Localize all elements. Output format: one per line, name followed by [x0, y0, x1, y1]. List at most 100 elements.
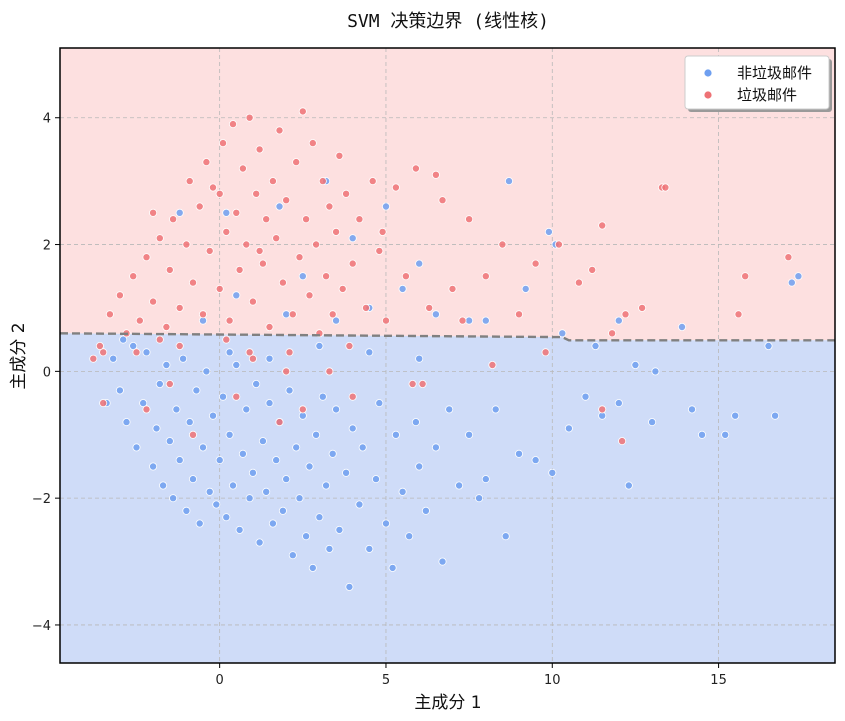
point-non-spam: [215, 456, 224, 465]
point-spam: [408, 379, 417, 388]
point-spam: [355, 215, 364, 224]
point-non-spam: [558, 329, 567, 338]
point-spam: [129, 272, 138, 281]
point-spam: [418, 379, 427, 388]
point-spam: [105, 310, 114, 319]
point-non-spam: [431, 310, 440, 319]
point-spam: [431, 170, 440, 179]
point-non-spam: [302, 532, 311, 541]
point-spam: [325, 367, 334, 376]
point-non-spam: [614, 316, 623, 325]
point-spam: [248, 297, 257, 306]
point-spam: [278, 278, 287, 287]
point-non-spam: [109, 354, 118, 363]
point-non-spam: [731, 411, 740, 420]
point-non-spam: [787, 278, 796, 287]
point-non-spam: [678, 322, 687, 331]
point-spam: [215, 284, 224, 293]
point-non-spam: [159, 481, 168, 490]
point-non-spam: [698, 430, 707, 439]
point-non-spam: [548, 468, 557, 477]
point-non-spam: [515, 449, 524, 458]
point-spam: [618, 437, 627, 446]
point-spam: [378, 227, 387, 236]
point-spam: [175, 303, 184, 312]
point-spam: [638, 303, 647, 312]
point-non-spam: [315, 513, 324, 522]
point-spam: [228, 120, 237, 129]
point-non-spam: [651, 367, 660, 376]
point-spam: [248, 354, 257, 363]
point-non-spam: [415, 259, 424, 268]
point-non-spam: [504, 177, 513, 186]
point-non-spam: [388, 563, 397, 572]
point-non-spam: [285, 386, 294, 395]
legend-label-non-spam: 非垃圾邮件: [737, 64, 812, 82]
point-non-spam: [225, 430, 234, 439]
point-spam: [375, 246, 384, 255]
point-non-spam: [182, 506, 191, 515]
point-non-spam: [255, 538, 264, 547]
point-spam: [232, 392, 241, 401]
point-non-spam: [591, 341, 600, 350]
plot-frame: [59, 47, 836, 664]
x-tick-label: 0: [216, 673, 224, 688]
point-non-spam: [298, 272, 307, 281]
point-non-spam: [248, 468, 257, 477]
point-spam: [348, 392, 357, 401]
point-non-spam: [265, 354, 274, 363]
point-spam: [232, 208, 241, 217]
point-non-spam: [149, 462, 158, 471]
point-spam: [175, 341, 184, 350]
point-non-spam: [531, 456, 540, 465]
point-spam: [185, 177, 194, 186]
point-spam: [149, 297, 158, 306]
point-spam: [258, 259, 267, 268]
point-spam: [282, 196, 291, 205]
point-non-spam: [445, 405, 454, 414]
point-non-spam: [328, 449, 337, 458]
point-spam: [272, 234, 281, 243]
point-non-spam: [115, 386, 124, 395]
point-non-spam: [348, 234, 357, 243]
point-spam: [95, 341, 104, 350]
point-non-spam: [375, 399, 384, 408]
point-spam: [149, 208, 158, 217]
point-non-spam: [142, 348, 151, 357]
point-non-spam: [648, 418, 657, 427]
point-non-spam: [198, 443, 207, 452]
point-spam: [142, 405, 151, 414]
x-axis-title: 主成分 1: [414, 693, 481, 713]
point-non-spam: [318, 392, 327, 401]
point-non-spam: [794, 272, 803, 281]
y-tick-label: 2: [43, 239, 51, 254]
point-spam: [318, 177, 327, 186]
point-spam: [368, 177, 377, 186]
point-spam: [608, 329, 617, 338]
scatter-points: [89, 107, 803, 591]
point-non-spam: [544, 227, 553, 236]
point-non-spam: [475, 494, 484, 503]
point-spam: [425, 303, 434, 312]
grid-lines: [60, 48, 835, 663]
point-non-spam: [481, 475, 490, 484]
point-non-spam: [415, 462, 424, 471]
point-spam: [255, 145, 264, 154]
point-non-spam: [421, 506, 430, 515]
point-spam: [498, 240, 507, 249]
point-non-spam: [278, 506, 287, 515]
point-spam: [661, 183, 670, 192]
point-spam: [574, 278, 583, 287]
y-tick-label: 4: [43, 112, 51, 127]
point-non-spam: [205, 487, 214, 496]
point-spam: [162, 322, 171, 331]
point-non-spam: [282, 475, 291, 484]
point-non-spam: [358, 443, 367, 452]
point-non-spam: [465, 316, 474, 325]
point-spam: [218, 139, 227, 148]
point-non-spam: [332, 316, 341, 325]
point-non-spam: [122, 418, 131, 427]
point-spam: [142, 253, 151, 262]
point-non-spam: [411, 418, 420, 427]
point-non-spam: [335, 525, 344, 534]
